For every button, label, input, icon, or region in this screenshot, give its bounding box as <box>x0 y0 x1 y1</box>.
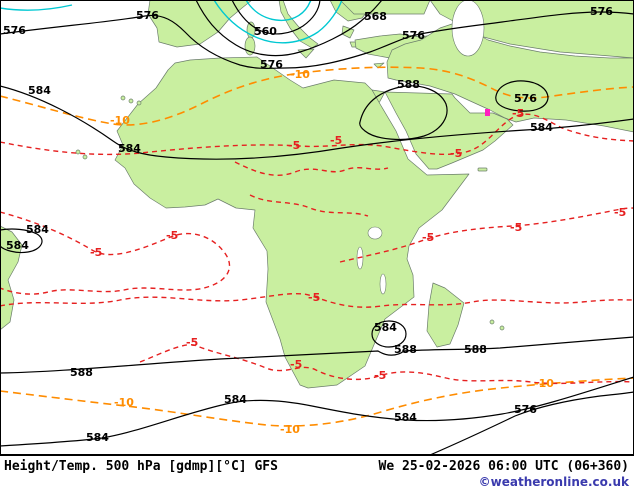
height-contour-576-north <box>0 11 634 69</box>
landmass-madagascar <box>426 282 465 348</box>
lake-malawi <box>379 273 387 295</box>
island-cape-verde-1 <box>75 149 81 155</box>
product-title: Height/Temp. 500 hPa [gdmp][°C] GFS <box>4 459 278 474</box>
height-contour-584-cutoff-closed <box>371 320 407 348</box>
island-cape-verde-2 <box>82 154 88 160</box>
temp-contour-minus5-equatorial-b <box>249 194 369 217</box>
height-contour-588-south <box>0 336 634 374</box>
height-contour-584-north <box>0 85 634 160</box>
height-contour-568 <box>195 0 383 57</box>
landmass-iberia-france <box>147 0 253 48</box>
height-contour-560 <box>231 0 321 35</box>
height-contour-588-ridge-closed <box>359 85 448 141</box>
landmass-arabia <box>384 91 514 170</box>
height-contour-576-gulf-low-closed <box>495 80 549 112</box>
island-mascarene-1 <box>489 319 495 325</box>
height-contour-584-south <box>0 376 634 447</box>
height-contour-576-south <box>429 391 634 455</box>
landmass-cyprus <box>373 62 385 69</box>
valid-time: We 25-02-2026 06:00 UTC (06+360) <box>378 459 629 474</box>
footer-bar: Height/Temp. 500 hPa [gdmp][°C] GFS We 2… <box>0 455 634 490</box>
copyright-link[interactable]: ©weatheronline.co.uk <box>478 475 629 489</box>
island-canary-3 <box>136 100 142 106</box>
island-canary-1 <box>120 95 126 101</box>
temp-contour-minus5-south-band1 <box>0 293 634 308</box>
temp-contour-cold-1 <box>213 0 343 44</box>
height-contours <box>0 0 634 455</box>
landmass-africa <box>114 56 470 389</box>
temp-contour-cold-3 <box>0 4 73 11</box>
weather-map: 576 576 560 568 576 576 576 -10 588 584 -10 576 -5 58… <box>0 0 634 455</box>
height-contour-584-equator-west <box>0 228 43 254</box>
temp-contour-minus10-south <box>0 377 634 427</box>
temp-contours-cold <box>0 0 343 44</box>
landmass-north-of-black-sea <box>339 0 431 15</box>
temp-contour-minus5-south-band2 <box>139 344 634 385</box>
map-canvas <box>0 0 634 455</box>
temp-contour-cold-2 <box>245 0 312 22</box>
island-socotra <box>477 167 488 172</box>
island-canary-2 <box>128 98 134 104</box>
caspian-sea <box>451 0 485 57</box>
temp-contour-minus5-equatorial-a <box>234 161 389 176</box>
temp-contours-minus10 <box>0 66 634 427</box>
temp-contours-minus5 <box>0 113 634 385</box>
landmasses <box>0 0 634 389</box>
landmass-middle-east-iran <box>386 23 634 133</box>
island-mascarene-2 <box>499 325 505 331</box>
magenta-marker <box>485 109 490 116</box>
temp-contour-minus5-atlantic <box>0 211 231 295</box>
lake-victoria <box>367 226 383 240</box>
